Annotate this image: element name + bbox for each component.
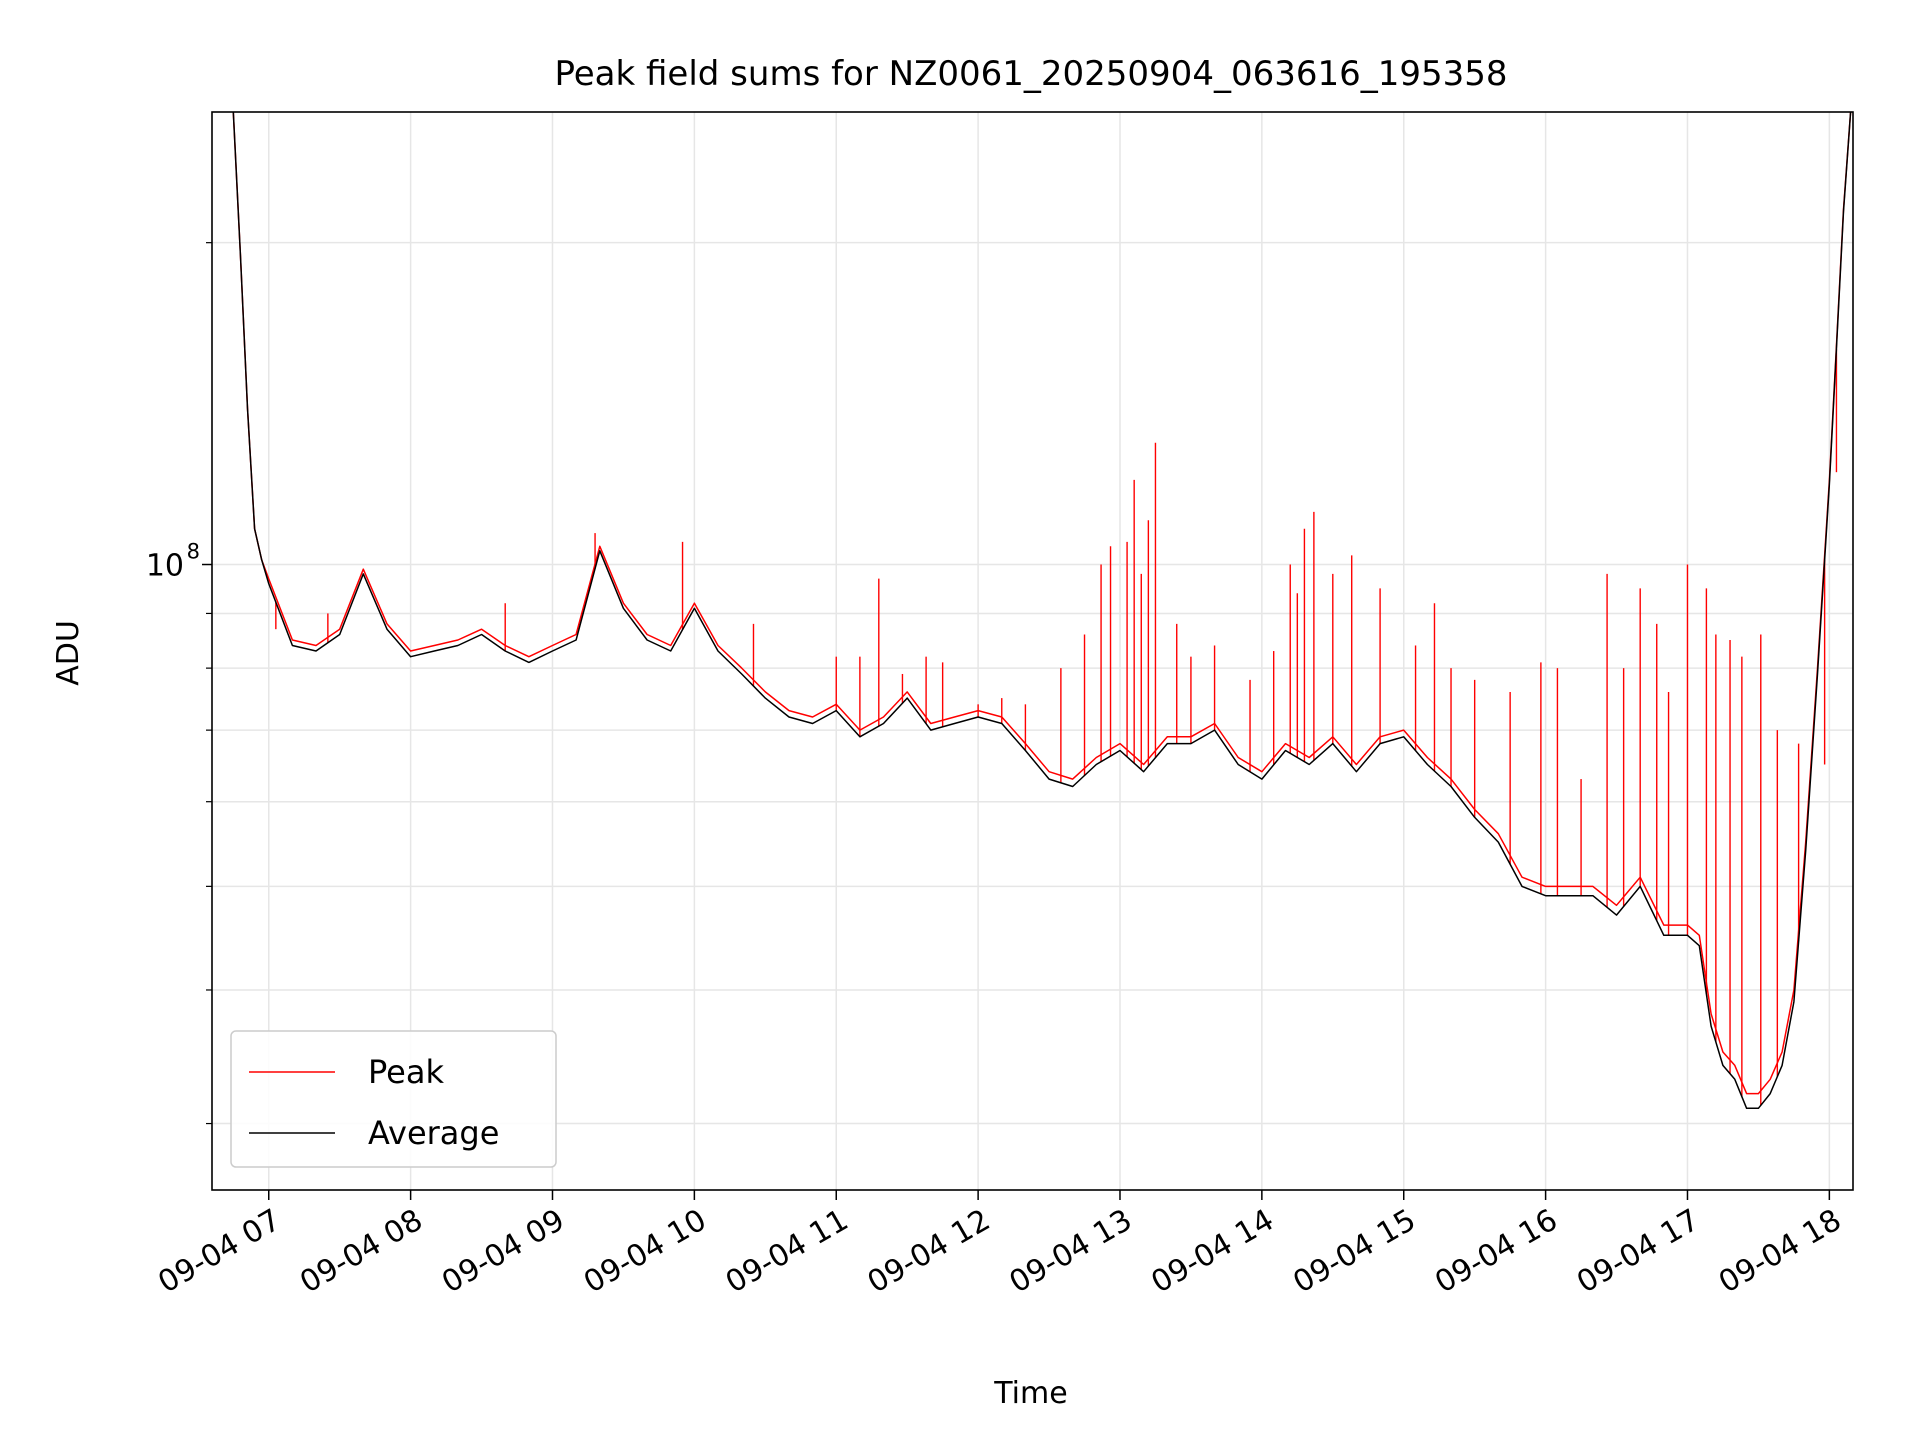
series-line-peak: [232, 112, 1852, 1095]
y-tick-label-exponent: 8: [187, 540, 200, 564]
legend: Peak Average: [230, 1030, 557, 1168]
legend-label-average: Average: [368, 1114, 499, 1152]
series: [232, 112, 1852, 1110]
peak-spikes: [275, 349, 1838, 1106]
legend-label-peak: Peak: [368, 1053, 444, 1091]
x-axis-label: Time: [993, 1376, 1067, 1411]
series-line-average: [232, 112, 1852, 1110]
plot-frame: [211, 111, 1854, 1191]
y-tick-label: 10: [146, 549, 184, 584]
y-axis-label: ADU: [51, 620, 86, 686]
chart-title: Peak field sums for NZ0061_20250904_0636…: [554, 54, 1507, 94]
